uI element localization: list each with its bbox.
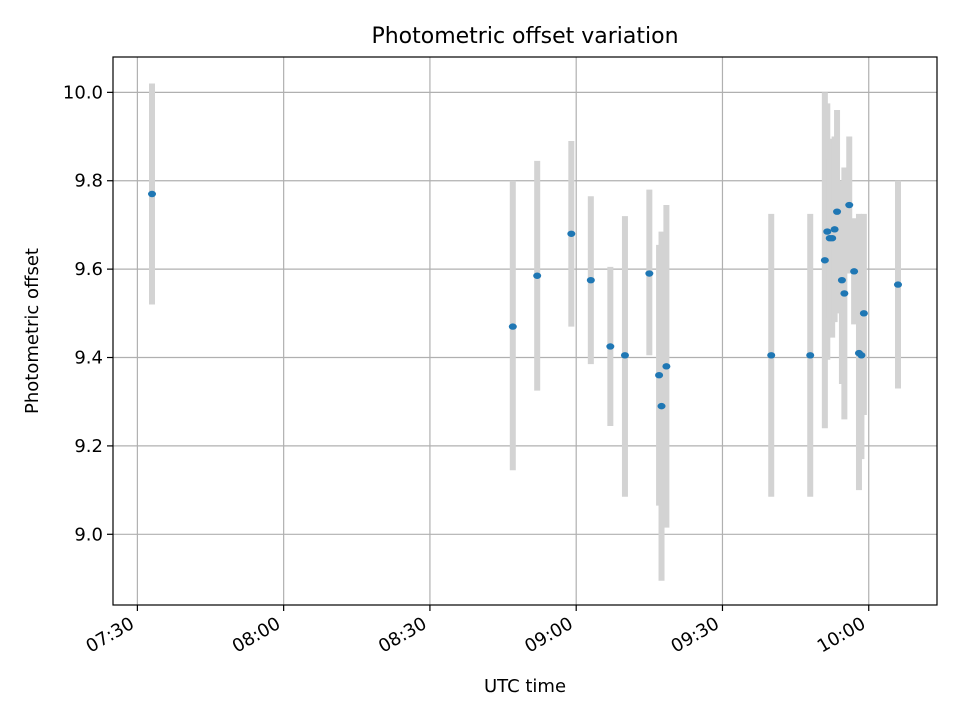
data-point <box>837 276 846 284</box>
y-tick-label: 9.6 <box>74 259 103 280</box>
data-point <box>806 352 815 359</box>
data-point <box>586 276 595 284</box>
y-tick-label: 10.0 <box>63 82 103 103</box>
data-point <box>828 234 837 242</box>
y-tick-label: 9.0 <box>74 524 103 545</box>
data-point <box>567 230 576 237</box>
y-axis-ticks: 9.0 9.2 9.4 9.6 9.8 10.0 <box>63 82 113 545</box>
data-point <box>767 352 776 359</box>
plot-frame <box>112 56 938 606</box>
plot-area <box>113 57 937 605</box>
data-point <box>620 352 629 359</box>
y-axis-title: Photometric offset <box>22 248 43 414</box>
data-point <box>508 323 517 330</box>
data-point <box>859 310 868 317</box>
data-point <box>833 208 842 215</box>
y-tick-label: 9.2 <box>74 436 103 457</box>
data-point <box>845 201 854 209</box>
y-tick-label: 9.8 <box>74 171 103 192</box>
data-point <box>606 343 615 350</box>
chart-title: Photometric offset variation <box>371 24 678 49</box>
data-point <box>840 290 849 297</box>
data-point <box>657 402 666 410</box>
data-point <box>533 272 542 279</box>
data-point <box>830 226 839 233</box>
y-tick-label: 9.4 <box>74 348 103 369</box>
data-point <box>820 257 829 264</box>
grid <box>113 57 937 605</box>
data-point <box>662 363 671 370</box>
data-point <box>645 270 654 277</box>
x-axis-title: UTC time <box>484 676 566 697</box>
data-point <box>893 281 902 288</box>
data-points <box>148 190 902 410</box>
data-point <box>148 190 157 198</box>
data-point <box>823 228 832 235</box>
data-point <box>857 352 866 359</box>
data-point <box>655 371 664 379</box>
data-point <box>850 268 859 275</box>
